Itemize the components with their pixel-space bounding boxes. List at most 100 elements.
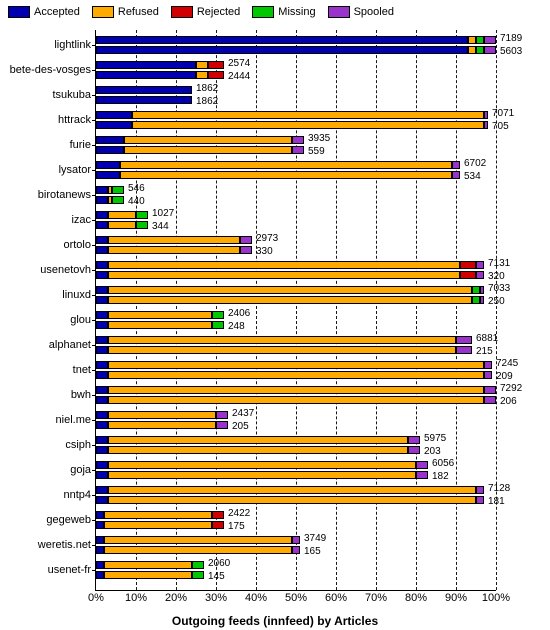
bar-value2-label: 205 bbox=[232, 421, 249, 432]
bar-stack bbox=[96, 121, 488, 129]
bar-segment bbox=[96, 571, 104, 579]
bar-total-label: 7128 bbox=[488, 483, 510, 494]
bar-segment bbox=[112, 186, 124, 194]
bar-segment bbox=[108, 211, 136, 219]
y-axis-label: bete-des-vosges bbox=[1, 64, 91, 76]
bar-total-label: 7033 bbox=[488, 283, 510, 294]
bar-stack bbox=[96, 421, 228, 429]
x-tick-label: 60% bbox=[325, 592, 347, 604]
bar-row: niel.me2437205 bbox=[96, 409, 496, 431]
bar-segment bbox=[96, 96, 192, 104]
bar-stack bbox=[96, 486, 484, 494]
bar-segment bbox=[108, 236, 240, 244]
bar-segment bbox=[408, 436, 420, 444]
bar-segment bbox=[96, 521, 104, 529]
bar-row: tsukuba18621862 bbox=[96, 84, 496, 106]
bar-total-label: 6702 bbox=[464, 158, 486, 169]
bar-segment bbox=[108, 436, 408, 444]
bar-value2-label: 206 bbox=[500, 396, 517, 407]
y-axis-label: linuxd bbox=[1, 289, 91, 301]
bar-segment bbox=[108, 446, 408, 454]
bar-segment bbox=[484, 371, 492, 379]
bar-segment bbox=[108, 336, 456, 344]
bar-stack bbox=[96, 436, 420, 444]
bar-value2-label: 2444 bbox=[228, 71, 250, 82]
bar-segment bbox=[476, 271, 484, 279]
bar-row: usenetovh7131320 bbox=[96, 259, 496, 281]
legend-label: Missing bbox=[278, 6, 315, 18]
bar-total-label: 2437 bbox=[232, 408, 254, 419]
bar-segment bbox=[96, 71, 196, 79]
bar-stack bbox=[96, 196, 124, 204]
bar-stack bbox=[96, 446, 420, 454]
bar-segment bbox=[104, 511, 212, 519]
bar-segment bbox=[96, 496, 108, 504]
bar-segment bbox=[96, 86, 192, 94]
bar-stack bbox=[96, 36, 496, 44]
bar-segment bbox=[484, 386, 496, 394]
bar-segment bbox=[96, 436, 108, 444]
bar-segment bbox=[96, 261, 108, 269]
bar-segment bbox=[96, 196, 108, 204]
bar-stack bbox=[96, 161, 460, 169]
bar-segment bbox=[292, 536, 300, 544]
bar-row: gegeweb2422175 bbox=[96, 509, 496, 531]
legend-item: Accepted bbox=[8, 6, 80, 18]
bar-value2-label: 182 bbox=[432, 471, 449, 482]
bar-stack bbox=[96, 111, 488, 119]
bar-stack bbox=[96, 246, 252, 254]
y-axis-label: izac bbox=[1, 214, 91, 226]
bar-segment bbox=[96, 561, 104, 569]
bar-stack bbox=[96, 146, 304, 154]
bar-value2-label: 559 bbox=[308, 146, 325, 157]
bar-segment bbox=[124, 136, 292, 144]
bar-segment bbox=[108, 296, 472, 304]
bar-segment bbox=[96, 286, 108, 294]
bar-total-label: 7071 bbox=[492, 108, 514, 119]
bar-segment bbox=[460, 261, 476, 269]
bar-segment bbox=[96, 161, 120, 169]
bar-segment bbox=[292, 146, 304, 154]
y-axis-label: goja bbox=[1, 464, 91, 476]
y-axis-label: nntp4 bbox=[1, 489, 91, 501]
legend-label: Refused bbox=[118, 6, 159, 18]
bar-segment bbox=[484, 36, 496, 44]
bar-value2-label: 203 bbox=[424, 446, 441, 457]
bar-segment bbox=[108, 311, 212, 319]
bar-segment bbox=[96, 121, 132, 129]
bar-total-label: 2422 bbox=[228, 508, 250, 519]
bar-segment bbox=[468, 36, 476, 44]
bar-segment bbox=[96, 471, 108, 479]
bar-segment bbox=[96, 411, 108, 419]
bar-stack bbox=[96, 411, 228, 419]
bar-value2-label: 250 bbox=[488, 296, 505, 307]
bar-row: izac1027344 bbox=[96, 209, 496, 231]
legend-label: Rejected bbox=[197, 6, 240, 18]
bar-total-label: 2574 bbox=[228, 58, 250, 69]
bar-segment bbox=[96, 446, 108, 454]
bar-segment bbox=[96, 321, 108, 329]
bar-value2-label: 330 bbox=[256, 246, 273, 257]
bar-segment bbox=[208, 71, 224, 79]
bar-segment bbox=[132, 121, 484, 129]
bar-segment bbox=[108, 486, 476, 494]
bar-segment bbox=[132, 111, 484, 119]
x-tick-label: 80% bbox=[405, 592, 427, 604]
bar-segment bbox=[192, 561, 204, 569]
bar-value2-label: 705 bbox=[492, 121, 509, 132]
bar-segment bbox=[108, 411, 216, 419]
bar-total-label: 1862 bbox=[196, 83, 218, 94]
y-axis-label: tsukuba bbox=[1, 89, 91, 101]
bar-segment bbox=[452, 161, 460, 169]
bar-segment bbox=[96, 336, 108, 344]
bar-segment bbox=[96, 536, 104, 544]
y-axis-label: furie bbox=[1, 139, 91, 151]
legend-item: Spooled bbox=[328, 6, 394, 18]
bar-segment bbox=[476, 36, 484, 44]
bar-row: nntp47128181 bbox=[96, 484, 496, 506]
bar-row: weretis.net3749165 bbox=[96, 534, 496, 556]
bar-stack bbox=[96, 461, 428, 469]
bar-segment bbox=[108, 371, 484, 379]
bar-row: ortolo2973330 bbox=[96, 234, 496, 256]
bar-row: glou2406248 bbox=[96, 309, 496, 331]
